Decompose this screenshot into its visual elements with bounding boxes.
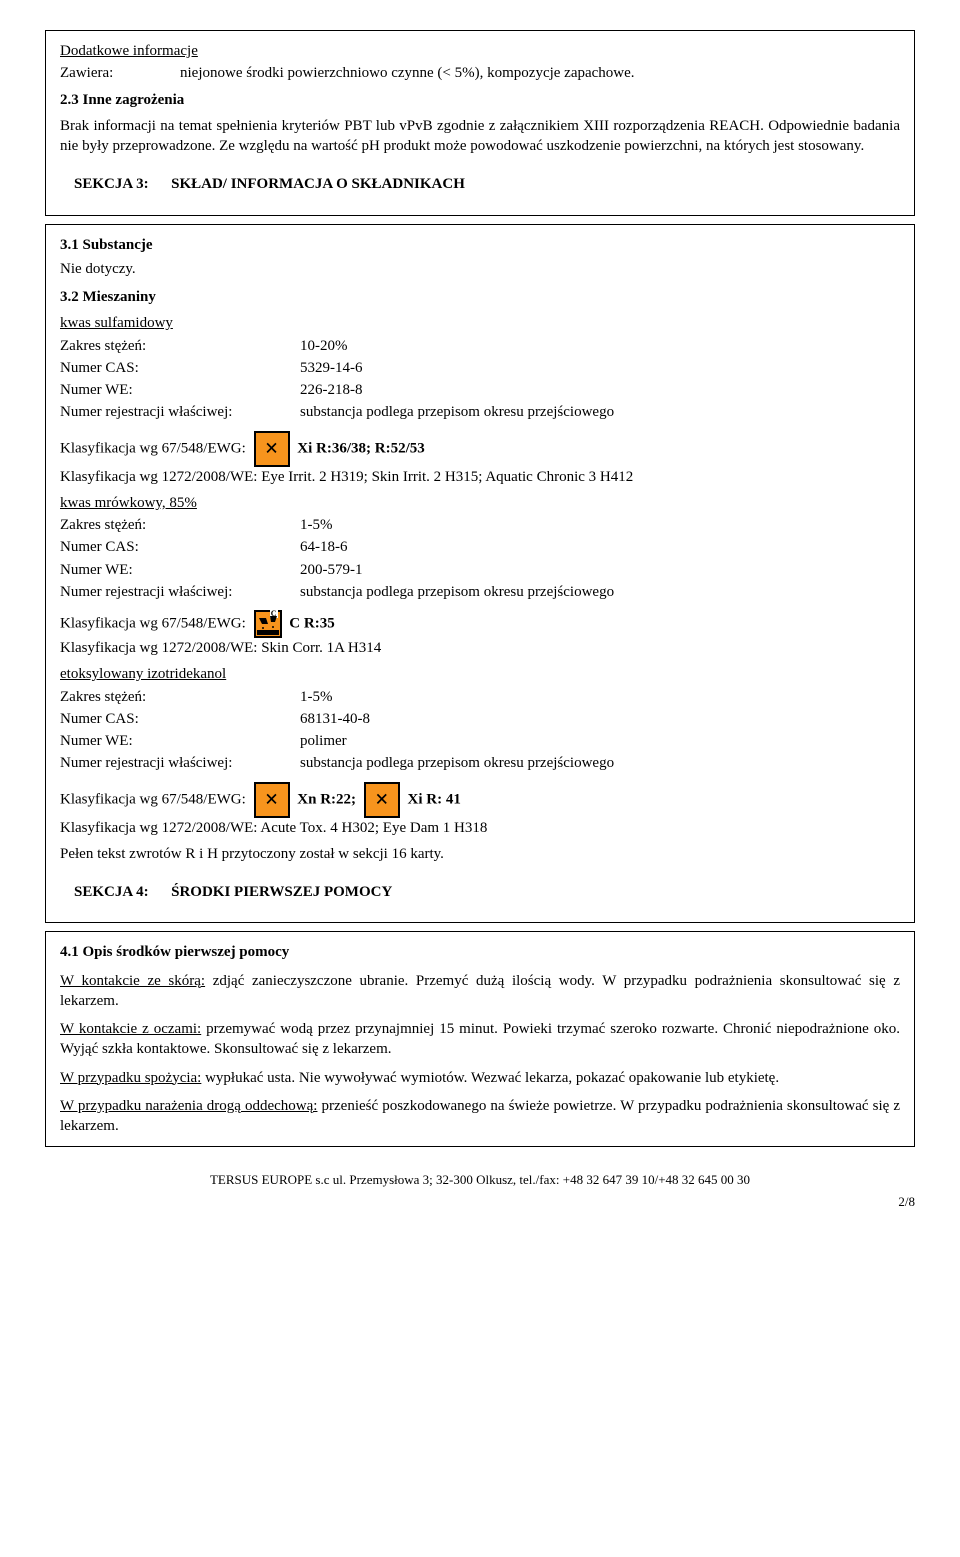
- ingredient-3-name: etoksylowany izotridekanol: [60, 664, 900, 684]
- page-number: 2/8: [45, 1193, 915, 1211]
- first-aid-ingestion-lead: W przypadku spożycia:: [60, 1070, 201, 1086]
- label-rejestracja: Numer rejestracji właściwej:: [60, 402, 300, 422]
- ingredient-2-rejestracja: substancja podlega przepisom okresu prze…: [300, 582, 614, 602]
- first-aid-ingestion: W przypadku spożycia: wypłukać usta. Nie…: [60, 1068, 900, 1088]
- ingredient-1-cas: 5329-14-6: [300, 358, 363, 378]
- ingredient-2-we: 200-579-1: [300, 560, 363, 580]
- section-3-title: SKŁAD/ INFORMACJA O SKŁADNIKACH: [171, 176, 465, 192]
- label-rejestracja-3: Numer rejestracji właściwej:: [60, 753, 300, 773]
- section-4-title: ŚRODKI PIERWSZEJ POMOCY: [171, 884, 392, 900]
- hazard-x-icon: ×: [254, 431, 290, 467]
- ingredient-3-rejestracja: substancja podlega przepisom okresu prze…: [300, 753, 614, 773]
- ingredient-3-zakres: 1-5%: [300, 687, 333, 707]
- label-contains: Zawiera:: [60, 63, 180, 83]
- heading-3-1: 3.1 Substancje: [60, 235, 900, 255]
- section-4-label: SEKCJA 4:: [74, 884, 149, 900]
- first-aid-inhalation-lead: W przypadku narażenia drogą oddechową:: [60, 1098, 317, 1114]
- label-cas-2: Numer CAS:: [60, 537, 300, 557]
- section-3-label: SEKCJA 3:: [74, 176, 149, 192]
- label-we-3: Numer WE:: [60, 731, 300, 751]
- heading-3-2: 3.2 Mieszaniny: [60, 287, 900, 307]
- first-aid-inhalation: W przypadku narażenia drogą oddechową: p…: [60, 1096, 900, 1137]
- first-aid-ingestion-body: wypłukać usta. Nie wywoływać wymiotów. W…: [201, 1070, 779, 1086]
- first-aid-eyes: W kontakcie z oczami: przemywać wodą prz…: [60, 1019, 900, 1060]
- ingredient-1-we: 226-218-8: [300, 380, 363, 400]
- heading-other-hazards: 2.3 Inne zagrożenia: [60, 90, 900, 110]
- heading-4-1: 4.1 Opis środków pierwszej pomocy: [60, 942, 900, 962]
- ingredient-3: etoksylowany izotridekanol Zakres stężeń…: [60, 664, 900, 838]
- ingredient-2-class67-text: C R:35: [289, 615, 334, 631]
- section-4-header: SEKCJA 4: ŚRODKI PIERWSZEJ POMOCY: [60, 876, 900, 908]
- label-we: Numer WE:: [60, 380, 300, 400]
- ingredient-2-zakres: 1-5%: [300, 515, 333, 535]
- ingredient-3-cas: 68131-40-8: [300, 709, 370, 729]
- panel-section-3: 3.1 Substancje Nie dotyczy. 3.2 Mieszani…: [45, 224, 915, 924]
- ingredient-3-class67-text-b: Xi R: 41: [408, 791, 461, 807]
- section-3-footer-note: Pełen tekst zwrotów R i H przytoczony zo…: [60, 844, 900, 864]
- label-we-2: Numer WE:: [60, 560, 300, 580]
- body-other-hazards: Brak informacji na temat spełnienia kryt…: [60, 116, 900, 157]
- section-3-header: SEKCJA 3: SKŁAD/ INFORMACJA O SKŁADNIKAC…: [60, 168, 900, 200]
- value-contains: niejonowe środki powierzchniowo czynne (…: [180, 63, 635, 83]
- ingredient-1-class67: Klasyfikacja wg 67/548/EWG: × Xi R:36/38…: [60, 431, 900, 467]
- ingredient-3-we: polimer: [300, 731, 347, 751]
- hazard-corrosive-icon: C: [254, 610, 282, 638]
- label-rejestracja-2: Numer rejestracji właściwej:: [60, 582, 300, 602]
- ingredient-3-class67-prefix: Klasyfikacja wg 67/548/EWG:: [60, 791, 246, 807]
- ingredient-1-rejestracja: substancja podlega przepisom okresu prze…: [300, 402, 614, 422]
- ingredient-1-class67-prefix: Klasyfikacja wg 67/548/EWG:: [60, 440, 246, 456]
- ingredient-3-class67-text-a: Xn R:22;: [297, 791, 356, 807]
- ingredient-2-cas: 64-18-6: [300, 537, 348, 557]
- first-aid-skin: W kontakcie ze skórą: zdjąć zanieczyszcz…: [60, 971, 900, 1012]
- footer-company-line: TERSUS EUROPE s.c ul. Przemysłowa 3; 32-…: [45, 1171, 915, 1189]
- ingredient-2-class67: Klasyfikacja wg 67/548/EWG: C C R:35: [60, 610, 900, 638]
- ingredient-2-name: kwas mrówkowy, 85%: [60, 493, 900, 513]
- first-aid-eyes-lead: W kontakcie z oczami:: [60, 1021, 201, 1037]
- hazard-x-icon-2: ×: [254, 782, 290, 818]
- ingredient-2-class1272: Klasyfikacja wg 1272/2008/WE: Skin Corr.…: [60, 638, 900, 658]
- label-zakres-3: Zakres stężeń:: [60, 687, 300, 707]
- first-aid-skin-lead: W kontakcie ze skórą:: [60, 973, 205, 989]
- ingredient-2: kwas mrówkowy, 85% Zakres stężeń:1-5% Nu…: [60, 493, 900, 659]
- panel-top: Dodatkowe informacje Zawiera: niejonowe …: [45, 30, 915, 216]
- heading-additional-info: Dodatkowe informacje: [60, 41, 900, 61]
- ingredient-2-class67-prefix: Klasyfikacja wg 67/548/EWG:: [60, 615, 246, 631]
- ingredient-3-class1272: Klasyfikacja wg 1272/2008/WE: Acute Tox.…: [60, 818, 900, 838]
- label-cas-3: Numer CAS:: [60, 709, 300, 729]
- ingredient-1: kwas sulfamidowy Zakres stężeń:10-20% Nu…: [60, 313, 900, 487]
- body-3-1: Nie dotyczy.: [60, 259, 900, 279]
- hazard-x-icon-3: ×: [364, 782, 400, 818]
- ingredient-1-zakres: 10-20%: [300, 336, 348, 356]
- label-cas: Numer CAS:: [60, 358, 300, 378]
- label-zakres: Zakres stężeń:: [60, 336, 300, 356]
- label-zakres-2: Zakres stężeń:: [60, 515, 300, 535]
- ingredient-3-class67: Klasyfikacja wg 67/548/EWG: × Xn R:22; ×…: [60, 782, 900, 818]
- panel-section-4: 4.1 Opis środków pierwszej pomocy W kont…: [45, 931, 915, 1147]
- row-contains: Zawiera: niejonowe środki powierzchniowo…: [60, 63, 900, 83]
- ingredient-1-class67-text: Xi R:36/38; R:52/53: [297, 440, 425, 456]
- ingredient-1-class1272: Klasyfikacja wg 1272/2008/WE: Eye Irrit.…: [60, 467, 900, 487]
- ingredient-1-name: kwas sulfamidowy: [60, 313, 900, 333]
